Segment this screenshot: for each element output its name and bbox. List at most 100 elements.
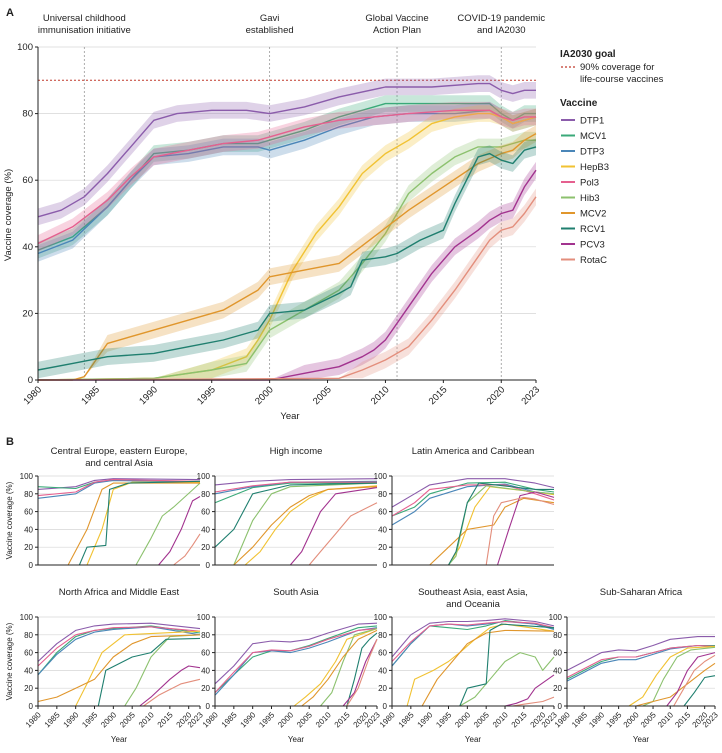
panel-b-latin-america-and-caribbean-line-dtp3 [391, 483, 555, 526]
panel-b-south-asia-xtick-1980: 1980 [201, 710, 220, 729]
panel-b-southeast-asia-east-asia-and-oceania-title-line-2: and Oceania [446, 599, 501, 610]
panel-b-north-africa-and-middle-east-xlabel: Year [111, 735, 128, 744]
legend-label-hib3: Hib3 [580, 193, 600, 204]
panel-b-south-asia-line-pol3 [214, 628, 378, 693]
panel-b-high-income-ytick-0: 0 [206, 561, 211, 570]
panel-b-high-income-line-rcv1 [214, 482, 378, 548]
panel-a-ylabel: Vaccine coverage (%) [3, 169, 14, 261]
panel-b-high-income-line-hib3 [215, 482, 378, 566]
panel-b-central-europe-eastern-europe-and-central-asia-line-hepb3 [38, 481, 200, 566]
panel-b-sub-saharan-africa-ytick-100: 100 [549, 613, 563, 622]
panel-b-southeast-asia-east-asia-and-oceania-line-pol3 [391, 620, 555, 662]
legend-label-dtp1: DTP1 [580, 116, 604, 127]
panel-b-high-income-line-mcv1 [214, 482, 377, 504]
panel-b-north-africa-and-middle-east-ytick-60: 60 [24, 649, 33, 658]
panel-b-southeast-asia-east-asia-and-oceania-line-pcv3 [392, 674, 555, 707]
annotation-1984-line-2: immunisation initiative [38, 25, 131, 36]
panel-b-central-europe-eastern-europe-and-central-asia-ytick-0: 0 [29, 561, 34, 570]
panel-b-latin-america-and-caribbean-line-dtp1 [391, 478, 555, 508]
panel-a-line-dtp1 [37, 82, 536, 218]
panel-b-central-europe-eastern-europe-and-central-asia-ytick-60: 60 [24, 508, 33, 517]
panel-b-north-africa-and-middle-east-ytick-40: 40 [24, 666, 33, 675]
goal-line-1: 90% coverage for [580, 62, 654, 73]
legend-label-rcv1: RCV1 [580, 224, 605, 235]
panel-b-north-africa-and-middle-east-xtick-1985: 1985 [43, 710, 62, 729]
panel-b-sub-saharan-africa-xtick-2000: 2000 [622, 710, 641, 729]
legend-label-mcv1: MCV1 [580, 131, 606, 142]
panel-b-sub-saharan-africa-xtick-1980: 1980 [553, 710, 572, 729]
panel-b-south-asia-panel: 0 20 40 60 80 100 1980 1985 1990 1995 2000 2005 2010… [197, 587, 383, 744]
panel-b-high-income-ytick-80: 80 [201, 490, 210, 499]
panel-b-north-africa-and-middle-east-line-dtp1 [37, 622, 201, 662]
panel-b-southeast-asia-east-asia-and-oceania-line-hib3 [392, 652, 555, 707]
panel-b-southeast-asia-east-asia-and-oceania-ytick-100: 100 [374, 613, 388, 622]
panel-b-sub-saharan-africa-xlabel: Year [633, 735, 650, 744]
panel-b-high-income-line-pol3 [214, 481, 377, 493]
panel-b-high-income-ytick-40: 40 [201, 525, 210, 534]
panel-b-southeast-asia-east-asia-and-oceania-line-mcv2 [392, 629, 555, 707]
panel-b-south-asia-title-line-1: South Asia [273, 587, 319, 598]
panel-a-ytick-100: 100 [17, 42, 33, 53]
panel-b-high-income-line-rotac [215, 502, 378, 566]
panel-b-southeast-asia-east-asia-and-oceania-ytick-40: 40 [378, 666, 387, 675]
panel-b-latin-america-and-caribbean-line-mcv2 [392, 497, 555, 566]
panel-b-southeast-asia-east-asia-and-oceania-title-line-1: Southeast Asia, east Asia, [418, 587, 528, 598]
panel-b-southeast-asia-east-asia-and-oceania-line-dtp1 [391, 618, 555, 658]
panel-a-line-rotac [37, 196, 537, 381]
panel-b-south-asia-line-dtp1 [214, 622, 378, 685]
panel-b-north-africa-and-middle-east-xtick-1980: 1980 [24, 710, 43, 729]
panel-b-southeast-asia-east-asia-and-oceania-xtick-2015: 2015 [510, 710, 529, 729]
panel-b-south-asia-ytick-40: 40 [201, 666, 210, 675]
panel-b-south-asia-xtick-2005: 2005 [295, 710, 314, 729]
panel-a-panel: 0 20 40 60 80 100 1980 1985 1990 1995 2000 2005 2010… [17, 13, 545, 407]
panel-a-line-hib3 [37, 139, 536, 381]
panel-b-south-asia-ytick-100: 100 [197, 613, 211, 622]
panel-b-sub-saharan-africa-ytick-20: 20 [553, 684, 562, 693]
panel-b-high-income-ytick-20: 20 [201, 543, 210, 552]
panel-b-latin-america-and-caribbean-line-rcv1 [392, 482, 554, 566]
panel-b-central-europe-eastern-europe-and-central-asia-ylabel: Vaccine coverage (%) [5, 481, 14, 559]
panel-b-south-asia-ytick-80: 80 [201, 631, 210, 640]
panel-b-north-africa-and-middle-east-line-mcv2 [37, 634, 201, 703]
panel-b-southeast-asia-east-asia-and-oceania-line-hepb3 [392, 623, 555, 707]
panel-b-sub-saharan-africa-line-mcv1 [566, 644, 715, 680]
panel-a-xtick-1985: 1985 [79, 384, 102, 407]
panel-b-central-europe-eastern-europe-and-central-asia-panel: 0 20 40 60 80 100 Central Europe, eastern Euro… [5, 446, 201, 570]
panel-a-line-mcv2 [38, 132, 537, 381]
panel-a-line-pol3 [37, 109, 536, 245]
panel-b-central-europe-eastern-europe-and-central-asia-line-dtp3 [37, 479, 201, 499]
panel-b-central-europe-eastern-europe-and-central-asia-ytick-20: 20 [24, 543, 33, 552]
panel-a-band-mcv1 [38, 95, 536, 259]
panel-b-north-africa-and-middle-east-title-line-1: North Africa and Middle East [59, 587, 180, 598]
panel-b-latin-america-and-caribbean-line-pol3 [391, 484, 555, 517]
panel-b-south-asia-xtick-1990: 1990 [239, 710, 258, 729]
panel-b-north-africa-and-middle-east-ytick-0: 0 [29, 702, 34, 711]
panel-b-high-income-ytick-60: 60 [201, 508, 210, 517]
panel-a-band-pcv3 [38, 161, 536, 380]
panel-b-latin-america-and-caribbean-line-hib3 [392, 485, 555, 566]
panel-b-north-africa-and-middle-east-xtick-2000: 2000 [99, 710, 118, 729]
panel-b-central-europe-eastern-europe-and-central-asia-line-pcv3 [38, 496, 201, 566]
annotation-2000-line-1: Gavi [260, 13, 280, 24]
panel-b-southeast-asia-east-asia-and-oceania-ytick-0: 0 [383, 702, 388, 711]
annotation-2011-line-1: Global Vaccine [365, 13, 428, 24]
panel-b-sub-saharan-africa-xtick-1995: 1995 [604, 710, 623, 729]
panel-a-band-rcv1 [38, 138, 536, 379]
panel-b-central-europe-eastern-europe-and-central-asia-ytick-80: 80 [24, 490, 33, 499]
panel-b-sub-saharan-africa-title-line-1: Sub-Saharan Africa [600, 587, 683, 598]
panel-b-south-asia-xtick-2015: 2015 [333, 710, 352, 729]
panel-b-latin-america-and-caribbean-line-rotac [392, 496, 555, 566]
panel-b-north-africa-and-middle-east-xtick-2010: 2010 [137, 710, 156, 729]
panel-b-latin-america-and-caribbean-ytick-100: 100 [374, 472, 388, 481]
panel-b-southeast-asia-east-asia-and-oceania-xtick-2000: 2000 [453, 710, 472, 729]
panel-b-north-africa-and-middle-east-ytick-80: 80 [24, 631, 33, 640]
panel-b-sub-saharan-africa-ytick-0: 0 [558, 702, 563, 711]
panel-b-north-africa-and-middle-east-panel: 0 20 40 60 80 100 1980 1985 1990 1995 2000 2005 2010… [5, 587, 205, 744]
panel-b-central-europe-eastern-europe-and-central-asia-line-rotac [38, 533, 201, 566]
panel-b-latin-america-and-caribbean-ytick-60: 60 [378, 508, 387, 517]
legend-label-pol3: Pol3 [580, 178, 599, 189]
legend-title: Vaccine [560, 98, 598, 109]
